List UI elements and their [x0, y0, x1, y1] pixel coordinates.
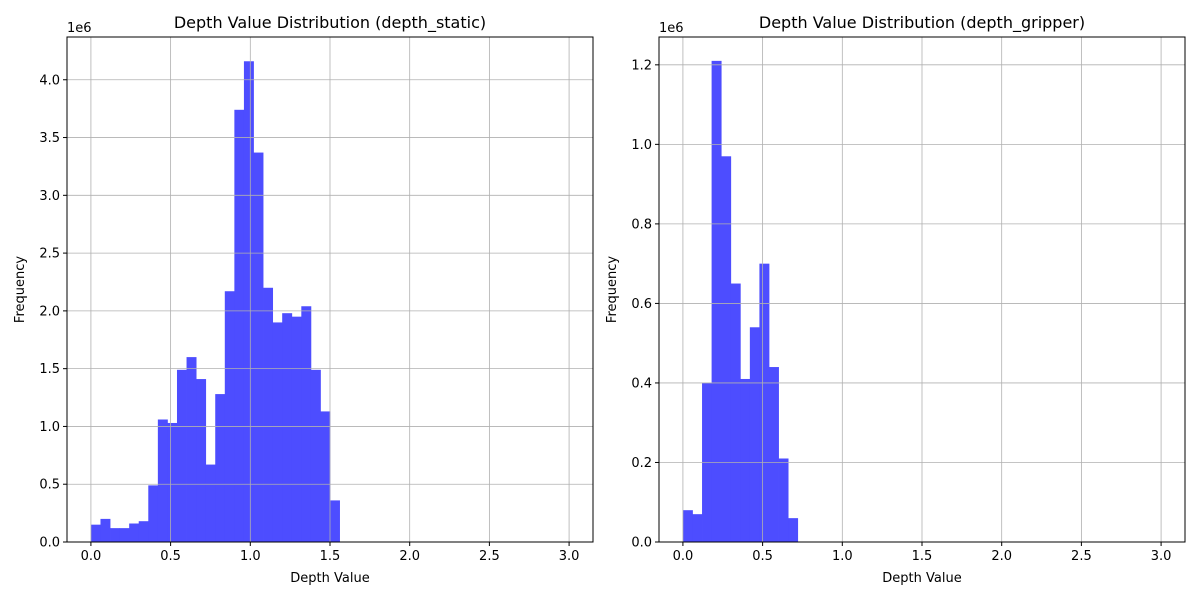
y-tick-label: 0.6 — [631, 297, 652, 312]
histogram-bar — [253, 152, 264, 542]
histogram-bar — [119, 528, 130, 542]
y-tick-label: 0.8 — [631, 217, 652, 232]
y-tick-label: 2.0 — [39, 304, 60, 319]
y-tick-label: 0.0 — [631, 536, 652, 551]
y-tick-label: 0.2 — [631, 456, 652, 471]
x-tick-label: 0.0 — [81, 549, 102, 564]
histogram-bar — [110, 528, 120, 542]
histogram-bar — [129, 523, 140, 542]
histogram-bar — [740, 378, 751, 542]
x-tick-label: 2.5 — [479, 549, 500, 564]
y-tick-label: 4.0 — [39, 73, 60, 88]
x-tick-label: 0.0 — [673, 549, 694, 564]
y-tick-label: 2.5 — [39, 247, 60, 262]
y-tick-label: 1.0 — [39, 420, 60, 435]
histogram-bar — [788, 518, 799, 542]
x-axis-label: Depth Value — [882, 571, 961, 586]
y-axis-label: Frequency — [13, 256, 28, 323]
y-tick-label: 1.2 — [631, 58, 652, 73]
histogram-bar — [282, 313, 293, 542]
x-axis-label: Depth Value — [290, 571, 369, 586]
histogram-bar — [205, 464, 216, 542]
histogram-bar — [224, 291, 235, 542]
x-tick-label: 0.5 — [160, 549, 181, 564]
y-tick-label: 0.4 — [631, 376, 652, 391]
histogram-bar — [148, 485, 159, 542]
y-axis-label: Frequency — [605, 256, 620, 323]
x-tick-label: 3.0 — [1151, 549, 1172, 564]
histogram-bar — [692, 514, 703, 542]
histogram-bar — [90, 524, 101, 542]
x-tick-label: 2.5 — [1071, 549, 1092, 564]
histogram-bar — [768, 367, 779, 542]
histogram-bar — [291, 316, 302, 542]
chart-title: Depth Value Distribution (depth_static) — [174, 13, 486, 33]
histogram-bar — [778, 458, 789, 542]
y-tick-label: 0.5 — [39, 478, 60, 493]
x-tick-label: 1.0 — [832, 549, 853, 564]
y-tick-label: 1.5 — [39, 362, 60, 377]
histogram-bar — [272, 322, 283, 542]
x-tick-label: 2.0 — [991, 549, 1012, 564]
x-tick-label: 1.5 — [320, 549, 341, 564]
histogram-bar — [330, 500, 340, 542]
x-tick-label: 1.0 — [240, 549, 261, 564]
chart-depth-gripper: 0.0 0.5 1.0 1.5 2.0 2.5 3.0 0.0 0.2 0.4 0.6 0.8 1.0 1… — [605, 13, 1186, 586]
chart-title: Depth Value Distribution (depth_gripper) — [759, 13, 1085, 33]
chart-depth-static: 0.0 0.5 1.0 1.5 2.0 2.5 3.0 0.0 0.5 1.0 1.5 2.0 2.5 3… — [13, 13, 594, 586]
y-tick-label: 3.0 — [39, 189, 60, 204]
histogram-bar — [682, 510, 693, 542]
x-tick-label: 1.5 — [912, 549, 933, 564]
y-tick-label: 3.5 — [39, 131, 60, 146]
histogram-bar — [301, 306, 312, 542]
y-offset-label: 1e6 — [67, 21, 92, 36]
histogram-bar — [234, 109, 245, 542]
histogram-bar — [176, 369, 187, 542]
x-tick-label: 2.0 — [399, 549, 420, 564]
histogram-bar — [730, 283, 741, 542]
histogram-bar — [186, 357, 197, 542]
histogram-bar — [263, 287, 274, 542]
histogram-bar — [100, 518, 111, 542]
histogram-bar — [320, 411, 331, 542]
histogram-bar — [310, 369, 321, 542]
histogram-bar — [215, 394, 226, 542]
histogram-bar — [749, 327, 760, 542]
x-tick-label: 3.0 — [559, 549, 580, 564]
x-tick-label: 0.5 — [752, 549, 773, 564]
histogram-bar — [721, 156, 732, 543]
y-tick-label: 1.0 — [631, 138, 652, 153]
histogram-bar — [243, 61, 254, 543]
y-offset-label: 1e6 — [659, 21, 684, 36]
histogram-bar — [759, 263, 770, 542]
histogram-bar — [138, 521, 149, 542]
y-tick-label: 0.0 — [39, 536, 60, 551]
histogram-bar — [711, 60, 722, 542]
histogram-bar — [157, 419, 168, 542]
histogram-bar — [167, 422, 178, 542]
histogram-bar — [196, 379, 207, 542]
